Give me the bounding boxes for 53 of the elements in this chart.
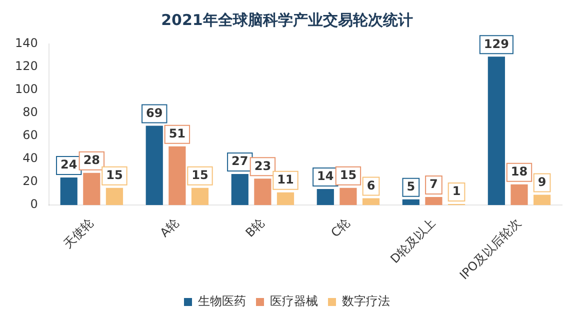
bar xyxy=(191,188,209,206)
data-label: 14 xyxy=(317,169,334,184)
data-label: 6 xyxy=(366,178,376,192)
x-tick-label: 天使轮 xyxy=(60,216,96,251)
y-tick-label: 60 xyxy=(22,128,38,142)
bar xyxy=(316,188,334,206)
x-tick-label: B轮 xyxy=(242,216,268,240)
data-label: 15 xyxy=(340,168,357,182)
bar xyxy=(276,192,294,206)
bar xyxy=(146,126,163,206)
data-label: 69 xyxy=(146,106,163,120)
x-tick-label: IPO及以后轮次 xyxy=(456,216,524,282)
y-tick-label: 80 xyxy=(22,105,38,120)
bar xyxy=(168,146,186,206)
bar xyxy=(83,172,100,206)
bar xyxy=(340,188,357,206)
chart-title: 2021年全球脑科学产业交易轮次统计 xyxy=(161,10,413,29)
y-tick-label: 100 xyxy=(15,82,38,96)
bar xyxy=(533,194,551,206)
data-label: 5 xyxy=(406,179,416,194)
x-tick-label: A轮 xyxy=(157,216,182,240)
legend-label: 生物医药 xyxy=(198,294,246,308)
bar xyxy=(402,199,420,206)
data-label: 15 xyxy=(192,168,208,182)
legend-label: 医疗器械 xyxy=(270,294,318,308)
data-label: 11 xyxy=(277,172,294,187)
data-label: 129 xyxy=(484,36,509,51)
bar xyxy=(106,188,124,206)
data-label: 51 xyxy=(168,126,186,141)
legend-label: 数字疗法 xyxy=(342,294,390,308)
y-tick-label: 40 xyxy=(22,151,38,166)
bar xyxy=(488,56,505,206)
x-tick-label: C轮 xyxy=(328,216,353,240)
bar xyxy=(231,174,248,206)
bar xyxy=(254,178,272,206)
bar xyxy=(362,198,380,206)
y-tick-label: 120 xyxy=(15,59,38,74)
bar xyxy=(60,177,78,206)
bar xyxy=(510,184,528,206)
y-tick-label: 20 xyxy=(22,174,38,188)
data-label: 27 xyxy=(232,154,248,168)
x-tick-label: D轮及以上 xyxy=(388,216,438,266)
y-tick-label: 0 xyxy=(30,197,38,212)
y-tick-label: 140 xyxy=(15,36,38,50)
data-label: 23 xyxy=(254,158,272,173)
data-label: 28 xyxy=(83,153,100,167)
data-label: 18 xyxy=(510,164,528,179)
data-label: 24 xyxy=(60,158,78,172)
data-label: 1 xyxy=(452,184,461,198)
data-label: 15 xyxy=(106,168,123,182)
data-label: 9 xyxy=(538,174,546,189)
bar xyxy=(425,197,442,206)
data-label: 7 xyxy=(430,177,438,192)
